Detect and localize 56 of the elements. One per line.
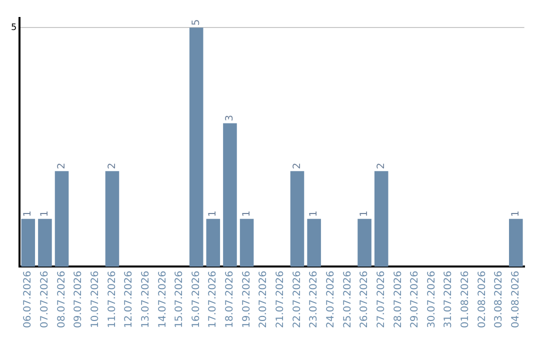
x-tick-label: 14.07.2026 xyxy=(157,270,168,328)
x-tick-label: 29.07.2026 xyxy=(410,270,421,328)
x-tick-label: 18.07.2026 xyxy=(224,270,236,328)
data-label: 1 xyxy=(22,210,34,217)
bar xyxy=(21,218,36,267)
x-tick-label: 26.07.2026 xyxy=(359,270,370,328)
x-tick-label: 08.07.2026 xyxy=(56,270,68,328)
x-tick-label: 30.07.2026 xyxy=(426,270,438,328)
x-tick-label: 19.07.2026 xyxy=(241,270,252,328)
x-tick-label: 09.07.2026 xyxy=(73,270,84,328)
x-tick-label: 11.07.2026 xyxy=(106,270,118,328)
x-tick-label: 21.07.2026 xyxy=(275,270,286,328)
x-tick-label: 02.08.2026 xyxy=(476,270,488,328)
x-tick-label: 16.07.2026 xyxy=(190,270,202,328)
x-tick-label: 06.07.2026 xyxy=(22,270,34,328)
bar xyxy=(307,218,321,267)
x-tick-label: 13.07.2026 xyxy=(140,270,152,328)
data-label: 5 xyxy=(190,19,202,26)
x-tick-label: 01.08.2026 xyxy=(460,270,472,328)
x-tick-label: 12.07.2026 xyxy=(124,270,135,328)
x-tick-label: 04.08.2026 xyxy=(510,270,522,328)
bar xyxy=(240,218,254,267)
bar xyxy=(374,171,388,267)
bar xyxy=(223,123,237,267)
x-tick-label: 25.07.2026 xyxy=(342,270,354,328)
x-tick-label: 28.07.2026 xyxy=(392,270,404,328)
x-tick-label: 23.07.2026 xyxy=(308,270,320,328)
bar xyxy=(38,218,52,267)
data-label: 1 xyxy=(359,210,370,217)
x-tick-label: 03.08.2026 xyxy=(494,270,505,328)
data-label: 1 xyxy=(510,210,522,217)
bar xyxy=(105,171,120,267)
data-label: 2 xyxy=(376,162,387,170)
data-label: 1 xyxy=(40,210,51,217)
bar xyxy=(358,218,372,267)
bar xyxy=(189,28,204,267)
x-tick-label: 27.07.2026 xyxy=(376,270,387,328)
x-tick-label: 20.07.2026 xyxy=(258,270,270,328)
bar xyxy=(206,218,220,267)
data-label: 3 xyxy=(224,114,236,122)
x-tick-label: 07.07.2026 xyxy=(40,270,51,328)
data-label: 1 xyxy=(308,210,320,217)
x-tick-label: 22.07.2026 xyxy=(292,270,303,328)
data-label: 2 xyxy=(56,162,68,170)
data-label: 1 xyxy=(208,210,219,217)
x-tick-label: 24.07.2026 xyxy=(325,270,336,328)
data-label: 2 xyxy=(106,162,118,170)
x-tick-label: 15.07.2026 xyxy=(174,270,186,328)
data-label: 1 xyxy=(241,210,252,217)
bar xyxy=(509,218,523,267)
x-tick-label: 17.07.2026 xyxy=(208,270,219,328)
x-tick-label: 10.07.2026 xyxy=(90,270,102,328)
x-tick-label: 31.07.2026 xyxy=(443,270,454,328)
bar xyxy=(290,171,304,267)
data-label: 2 xyxy=(292,162,303,170)
bar xyxy=(54,171,69,267)
